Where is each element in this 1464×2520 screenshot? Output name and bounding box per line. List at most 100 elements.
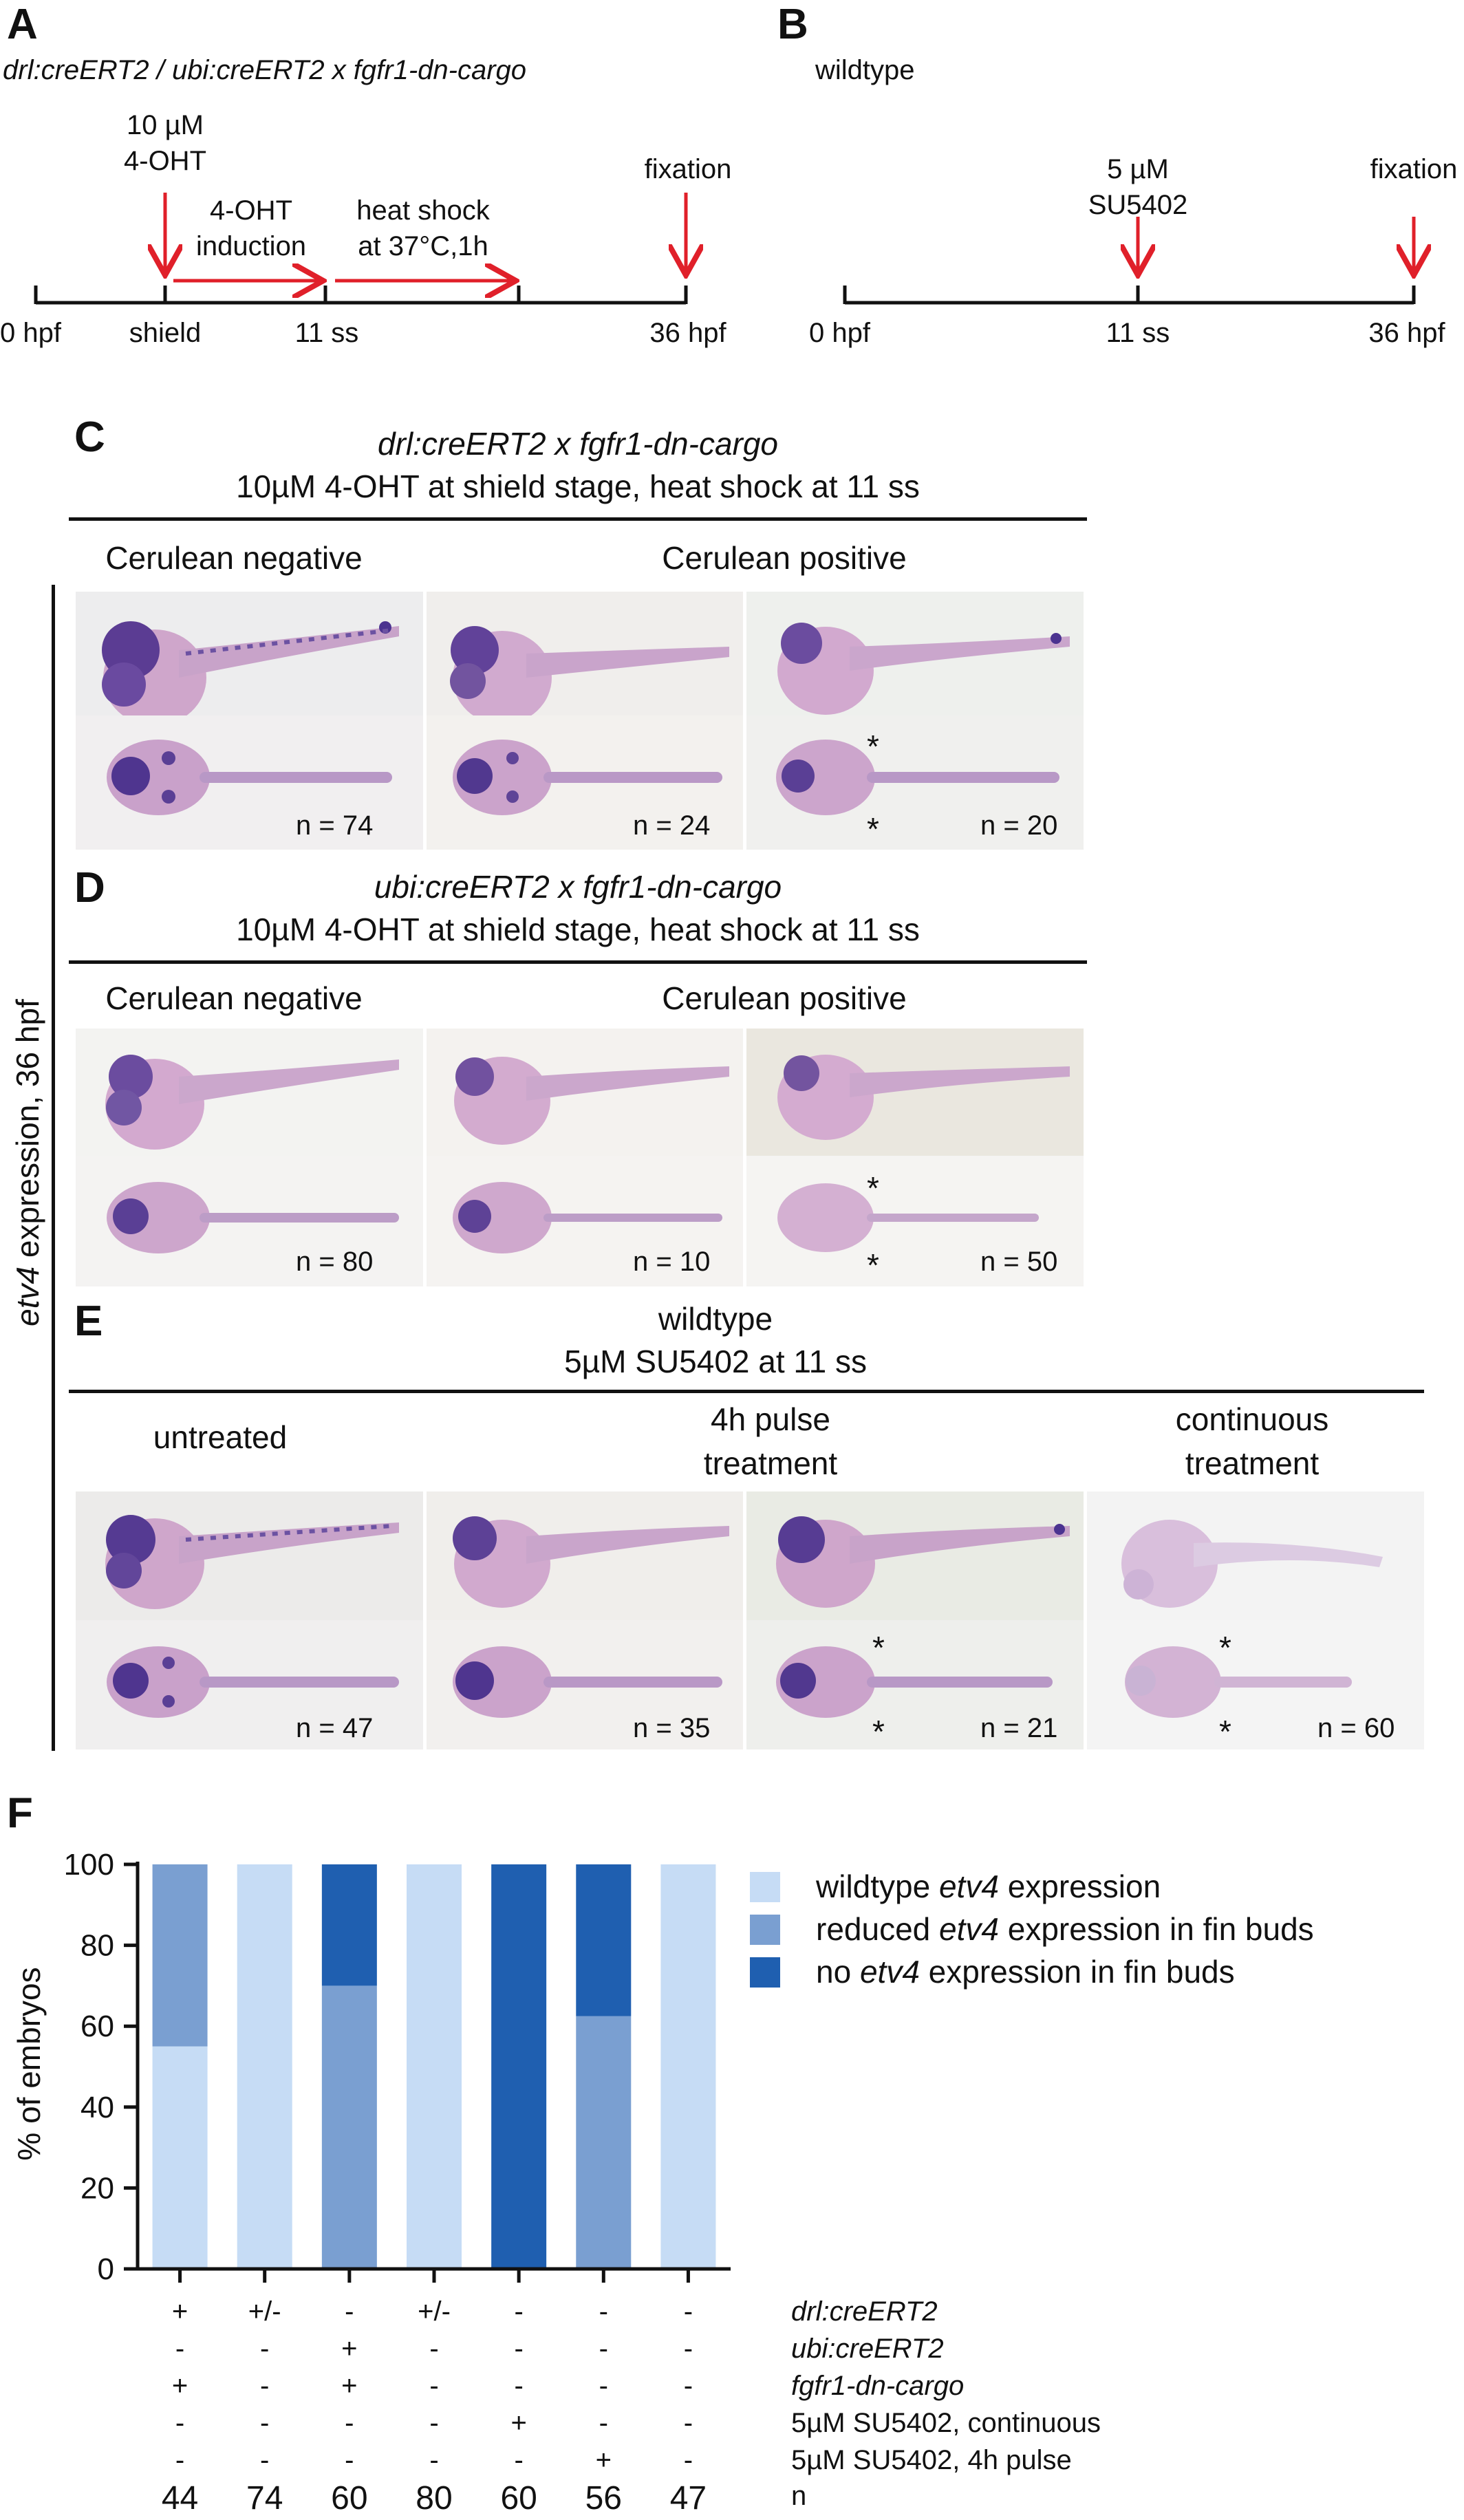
panel-a-step2-line1: heat shock <box>356 195 490 226</box>
embryo-c2-dorsal <box>427 715 743 850</box>
bar-3-series-3 <box>321 1864 377 1986</box>
bar-3-series-2 <box>321 1985 377 2269</box>
panel-label-e: E <box>74 1297 103 1345</box>
embryo-e2-dorsal <box>427 1620 743 1749</box>
table-cell: - <box>345 2408 354 2438</box>
panel-d-n2: n = 10 <box>633 1247 711 1277</box>
panel-a-tick-11ss: 11 ss <box>294 318 359 348</box>
table-cell: - <box>683 2408 693 2438</box>
table-cell: - <box>260 2408 270 2438</box>
panel-e-continuous-line2: treatment <box>1185 1445 1320 1481</box>
panel-b-red-arrows <box>1138 217 1414 272</box>
panel-a-red-arrows <box>165 193 686 281</box>
embryo-d2-dorsal <box>427 1156 743 1286</box>
bar-6-series-3 <box>576 1864 632 2016</box>
panel-c-subtitle: 10µM 4-OHT at shield stage, heat shock a… <box>236 469 920 504</box>
table-cell: - <box>599 2296 608 2327</box>
table-cell: - <box>514 2334 524 2364</box>
asterisk-e3-bottom: * <box>872 1714 885 1749</box>
panel-c-rule <box>69 517 1087 521</box>
panel-e-pulse-line2: treatment <box>703 1445 838 1481</box>
table-cell: - <box>175 2334 185 2364</box>
table-cell: - <box>260 2371 270 2401</box>
panel-c-title: drl:creERT2 x fgfr1-dn-cargo <box>377 426 779 462</box>
table-cell: - <box>260 2445 270 2475</box>
n-value: 60 <box>331 2480 368 2517</box>
panel-d-n3: n = 50 <box>980 1247 1058 1277</box>
table-cell: - <box>429 2371 439 2401</box>
bar-6-series-2 <box>576 2016 632 2269</box>
table-cell: + <box>171 2371 189 2401</box>
table-cell: +/- <box>248 2296 281 2327</box>
panel-e-pulse-line1: 4h pulse <box>711 1401 830 1437</box>
table-cell: - <box>514 2445 524 2475</box>
n-value: 74 <box>246 2480 283 2517</box>
panel-a-dose-line2: 4-OHT <box>124 146 206 176</box>
table-cell: - <box>175 2408 185 2438</box>
table-cell: - <box>683 2445 693 2475</box>
panel-e-n1: n = 47 <box>296 1713 374 1743</box>
asterisk-c-top: * <box>867 729 879 764</box>
panel-d-rule <box>69 960 1087 964</box>
panel-a-step1-line1: 4-OHT <box>210 195 292 226</box>
bar-5-series-3 <box>491 1864 547 2269</box>
panel-e-n3: n = 21 <box>980 1713 1058 1743</box>
panel-a-fixation: fixation <box>644 154 732 184</box>
y-tick-label-60: 60 <box>80 2010 114 2043</box>
bar-1-series-1 <box>152 2046 208 2269</box>
asterisk-e4-top: * <box>1219 1630 1231 1666</box>
asterisk-e4-bottom: * <box>1219 1714 1231 1749</box>
legend-swatch-reduced <box>750 1915 780 1945</box>
embryo-c1-dorsal <box>76 715 423 850</box>
table-cell: + <box>510 2408 527 2438</box>
embryo-e1-dorsal <box>76 1620 423 1749</box>
table-cell: - <box>683 2296 693 2327</box>
y-tick-label-100: 100 <box>64 1848 114 1882</box>
table-cell: - <box>599 2408 608 2438</box>
embryo-e4-dorsal <box>1087 1620 1424 1749</box>
panel-c-n2: n = 24 <box>633 810 711 841</box>
table-cell: + <box>595 2445 612 2475</box>
table-cell: + <box>171 2296 189 2327</box>
bar-4-series-1 <box>407 1864 462 2269</box>
table-cell: - <box>514 2371 524 2401</box>
panel-a-tick-0hpf: 0 hpf <box>0 318 61 348</box>
y-tick-label-20: 20 <box>80 2171 114 2205</box>
panel-d-subtitle: 10µM 4-OHT at shield stage, heat shock a… <box>236 912 920 947</box>
panel-c-n3: n = 20 <box>980 810 1058 841</box>
panel-b-tick-11ss: 11 ss <box>1106 318 1170 348</box>
panel-b-timeline-axis <box>843 286 1416 305</box>
panel-d-n1: n = 80 <box>296 1247 374 1277</box>
panel-label-b: B <box>777 1 808 48</box>
panel-c-n1: n = 74 <box>296 810 374 841</box>
y-tick-label-0: 0 <box>98 2252 114 2286</box>
n-value: 60 <box>500 2480 537 2517</box>
table-cell: +/- <box>418 2296 451 2327</box>
legend-swatch-none <box>750 1957 780 1988</box>
panel-e-continuous-line1: continuous <box>1175 1401 1329 1437</box>
panel-b-dose-line2: SU5402 <box>1088 190 1188 220</box>
bar-7-series-1 <box>660 1864 716 2269</box>
asterisk-e3-top: * <box>872 1630 885 1666</box>
embryo-c3-dorsal <box>746 715 1084 850</box>
embryo-d3-dorsal <box>746 1156 1084 1286</box>
table-cell: - <box>260 2334 270 2364</box>
table-cell: - <box>514 2296 524 2327</box>
panel-e-rule <box>69 1390 1424 1393</box>
panel-label-a: A <box>7 1 38 48</box>
bar-2-series-1 <box>237 1864 292 2269</box>
n-value: 47 <box>669 2480 707 2517</box>
panel-b-title: wildtype <box>815 55 915 85</box>
y-tick-label-40: 40 <box>80 2091 114 2124</box>
n-value: 56 <box>585 2480 622 2517</box>
panel-a-tick-shield: shield <box>129 318 202 348</box>
legend-swatch-wildtype <box>750 1872 780 1902</box>
panel-a-dose-line1: 10 µM <box>127 110 204 140</box>
embryo-e3-dorsal <box>746 1620 1084 1749</box>
panel-a-step1-line2: induction <box>195 231 307 261</box>
panel-e-n2: n = 35 <box>633 1713 711 1743</box>
panel-a-title: drl:creERT2 / ubi:creERT2 x fgfr1-dn-car… <box>3 55 527 85</box>
embryo-d1-dorsal <box>76 1156 423 1286</box>
